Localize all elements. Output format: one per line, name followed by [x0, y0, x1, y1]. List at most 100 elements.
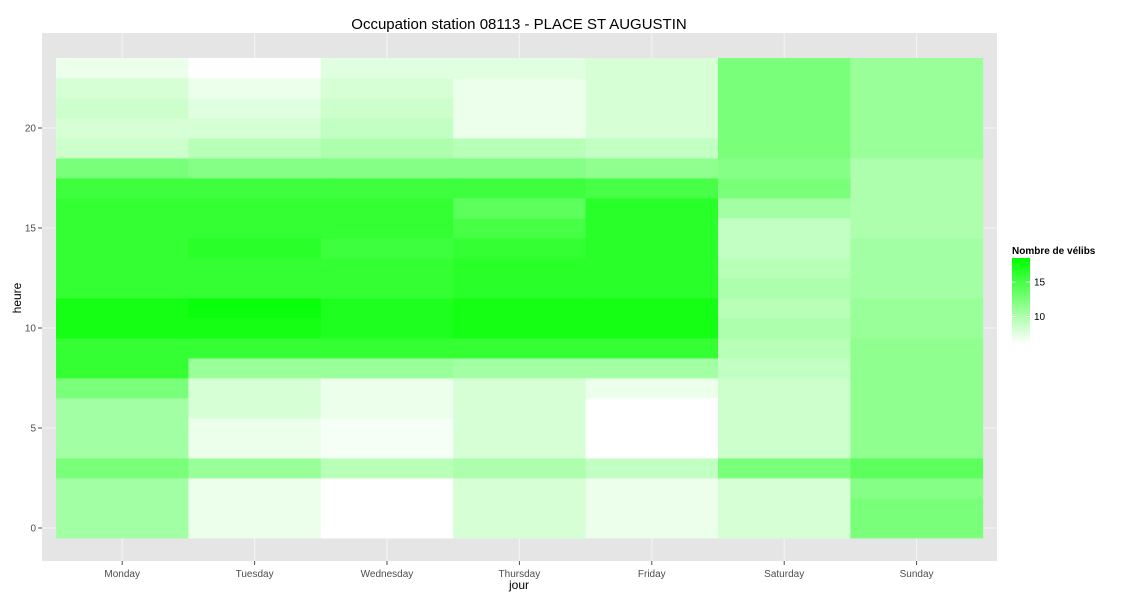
x-tick-label: Thursday [499, 569, 541, 580]
heatmap-cell [585, 178, 719, 199]
x-tick-label: Sunday [900, 569, 934, 580]
heatmap-cell [56, 418, 189, 439]
heatmap-cell [585, 398, 719, 419]
x-tick-label: Wednesday [361, 569, 414, 580]
heatmap-cell [585, 378, 719, 399]
heatmap-cell [56, 338, 189, 359]
y-tick-label: 10 [25, 324, 37, 335]
heatmap-cell [850, 458, 984, 479]
heatmap-cell [850, 518, 984, 539]
heatmap-cell [453, 278, 586, 299]
heatmap-cell [453, 118, 586, 139]
heatmap-cell [56, 158, 189, 179]
heatmap-cell [320, 378, 454, 399]
heatmap-cell [850, 498, 984, 519]
heatmap-cell [453, 458, 586, 479]
heatmap-cell [585, 418, 719, 439]
heatmap-cell [56, 198, 189, 219]
heatmap-cell [188, 258, 322, 279]
heatmap-cell [850, 158, 984, 179]
legend-tick-label: 10 [1034, 312, 1046, 323]
heatmap-cell [718, 158, 851, 179]
heatmap-cell [188, 118, 322, 139]
x-axis-title: jour [508, 578, 529, 592]
heatmap-cell [718, 118, 851, 139]
heatmap-cell [320, 458, 454, 479]
heatmap-cell [56, 278, 189, 299]
heatmap-cell [585, 518, 719, 539]
heatmap-cell [585, 278, 719, 299]
heatmap-cell [453, 298, 586, 319]
legend-ticks: 10 15 [1012, 278, 1046, 323]
heatmap-cell [850, 198, 984, 219]
heatmap-cell [188, 458, 322, 479]
heatmap-cell [718, 478, 851, 499]
heatmap-cell [188, 158, 322, 179]
chart-title: Occupation station 08113 - PLACE ST AUGU… [351, 16, 686, 33]
heatmap-cell [718, 378, 851, 399]
heatmap-cell [188, 498, 322, 519]
heatmap-cell [320, 498, 454, 519]
heatmap-cell [585, 238, 719, 259]
heatmap-cell [320, 338, 454, 359]
heatmap-cell [718, 318, 851, 339]
heatmap-cell [56, 98, 189, 119]
heatmap-cell [320, 518, 454, 539]
heatmap-cell [453, 98, 586, 119]
heatmap-cell [585, 458, 719, 479]
y-tick-label: 20 [25, 124, 37, 135]
heatmap-cell [56, 78, 189, 99]
heatmap-cell [56, 378, 189, 399]
heatmap-cell [850, 338, 984, 359]
heatmap-cell [453, 398, 586, 419]
heatmap-cell [56, 118, 189, 139]
heatmap-cell [718, 138, 851, 159]
heatmap-cell [850, 298, 984, 319]
legend-colorbar [1012, 258, 1030, 344]
heatmap-cell [718, 518, 851, 539]
heatmap-cell [585, 78, 719, 99]
heatmap-cell [718, 358, 851, 379]
heatmap-cell [320, 278, 454, 299]
x-tick-label: Saturday [764, 569, 804, 580]
heatmap-cell [718, 418, 851, 439]
heatmap-cell [718, 438, 851, 459]
heatmap-cell [320, 418, 454, 439]
heatmap-cell [585, 358, 719, 379]
heatmap-cell [718, 458, 851, 479]
heatmap-cell [188, 298, 322, 319]
heatmap-cell [56, 178, 189, 199]
heatmap-cell [850, 278, 984, 299]
heatmap-cell [850, 118, 984, 139]
heatmap-cell [718, 338, 851, 359]
heatmap-cell [320, 218, 454, 239]
heatmap-cell [188, 318, 322, 339]
heatmap-cell [718, 238, 851, 259]
heatmap-cell [320, 78, 454, 99]
x-tick-label: Tuesday [236, 569, 274, 580]
heatmap-cell [850, 398, 984, 419]
heatmap-cell [585, 218, 719, 239]
heatmap-cell [585, 158, 719, 179]
heatmap-cell [453, 378, 586, 399]
heatmap-cell [850, 478, 984, 499]
heatmap-cell [320, 118, 454, 139]
heatmap-cell [320, 298, 454, 319]
y-tick-label: 15 [25, 224, 37, 235]
heatmap-cell [320, 158, 454, 179]
heatmap-cell [718, 198, 851, 219]
heatmap-cell [188, 478, 322, 499]
heatmap-cell [56, 478, 189, 499]
heatmap-cell [585, 318, 719, 339]
heatmap-cell [585, 258, 719, 279]
heatmap-cell [188, 418, 322, 439]
x-axis-ticks: Monday Tuesday Wednesday Thursday Friday Satu… [104, 561, 934, 580]
legend: Nombre de vélibs 10 15 [1012, 246, 1096, 344]
heatmap-cell [718, 98, 851, 119]
heatmap-cell [850, 98, 984, 119]
x-tick-label: Monday [104, 569, 140, 580]
heatmap-cell [850, 378, 984, 399]
heatmap-cell [188, 218, 322, 239]
y-axis-title: heure [10, 282, 24, 313]
heatmap-cell [56, 298, 189, 319]
